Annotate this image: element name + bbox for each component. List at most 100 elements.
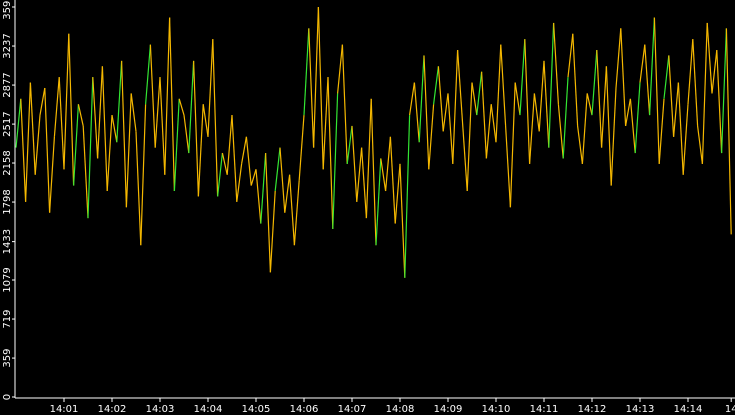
line-segment bbox=[548, 22, 555, 148]
y-tick-label: 359 bbox=[2, 349, 13, 368]
y-tick-label: 0 bbox=[2, 394, 13, 400]
y-tick-label: 3237 bbox=[2, 33, 13, 58]
x-tick-label: 14 bbox=[725, 404, 735, 415]
line-segment bbox=[466, 82, 473, 192]
line-segment bbox=[442, 93, 449, 132]
line-segment bbox=[706, 22, 713, 94]
line-segment bbox=[524, 39, 531, 164]
line-segment bbox=[207, 39, 214, 137]
line-segment bbox=[274, 147, 281, 192]
line-segment bbox=[615, 28, 622, 89]
y-tick-label: 1079 bbox=[2, 267, 13, 292]
line-segment bbox=[418, 55, 425, 143]
line-segment bbox=[423, 55, 430, 170]
y-tick-label: 1433 bbox=[2, 229, 13, 254]
line-segment bbox=[20, 98, 27, 202]
line-segment bbox=[87, 77, 94, 219]
line-segment bbox=[173, 98, 180, 192]
line-segment bbox=[226, 115, 233, 175]
line-segment bbox=[596, 50, 603, 148]
line-segment bbox=[644, 44, 651, 116]
line-segment bbox=[620, 28, 627, 126]
line-segment bbox=[514, 82, 521, 116]
line-segment bbox=[409, 82, 415, 116]
line-segment bbox=[711, 49, 718, 94]
line-segment bbox=[44, 87, 51, 213]
line-segment bbox=[673, 82, 679, 137]
line-segment bbox=[241, 136, 247, 164]
x-tick-label: 14:01 bbox=[50, 404, 79, 415]
x-tick-label: 14:13 bbox=[626, 404, 655, 415]
line-segment bbox=[130, 93, 137, 132]
line-segment bbox=[490, 104, 497, 143]
line-segment bbox=[605, 66, 612, 186]
line-segment bbox=[29, 82, 36, 175]
line-segment bbox=[140, 104, 147, 246]
x-tick-label: 14:03 bbox=[146, 404, 175, 415]
line-segment bbox=[116, 60, 123, 143]
line-segment bbox=[625, 98, 631, 127]
line-segment bbox=[49, 136, 55, 213]
line-segment bbox=[82, 125, 89, 219]
line-segment bbox=[519, 39, 526, 116]
line-segment bbox=[149, 44, 156, 148]
y-tick-label: 3597 bbox=[2, 0, 13, 20]
line-segment bbox=[279, 147, 286, 213]
line-segment bbox=[135, 131, 142, 246]
line-segment bbox=[557, 104, 564, 159]
line-segment bbox=[649, 17, 655, 116]
line-segment bbox=[610, 87, 617, 186]
line-segment bbox=[159, 77, 166, 175]
line-segment bbox=[284, 174, 291, 213]
line-segment bbox=[394, 163, 401, 224]
line-segment bbox=[668, 55, 675, 137]
line-segment bbox=[188, 60, 195, 154]
line-segment bbox=[351, 125, 358, 202]
line-segment bbox=[500, 44, 507, 126]
line-segment bbox=[447, 93, 454, 164]
line-segment bbox=[572, 33, 579, 126]
line-segment bbox=[505, 125, 511, 208]
line-segment bbox=[53, 77, 60, 137]
line-segment bbox=[404, 115, 411, 278]
y-tick-label: 719 bbox=[2, 309, 13, 328]
line-segment bbox=[471, 82, 478, 116]
line-segment bbox=[529, 93, 535, 164]
line-segment bbox=[245, 136, 252, 186]
line-segment bbox=[538, 60, 545, 132]
line-segment bbox=[255, 169, 262, 224]
line-segment bbox=[509, 82, 516, 208]
line-segment bbox=[725, 28, 732, 235]
line-segment bbox=[308, 28, 315, 148]
line-segment bbox=[317, 6, 324, 170]
x-tick-label: 14:10 bbox=[482, 404, 511, 415]
line-segment bbox=[361, 147, 367, 219]
line-segment bbox=[265, 153, 271, 273]
line-segment bbox=[495, 44, 502, 143]
line-segment bbox=[250, 169, 257, 186]
line-segment bbox=[25, 82, 31, 202]
line-segment bbox=[639, 44, 646, 83]
line-segment bbox=[39, 87, 46, 116]
line-segment bbox=[356, 147, 363, 202]
line-segment bbox=[337, 44, 343, 94]
line-segment bbox=[629, 98, 636, 154]
line-segment bbox=[197, 104, 204, 197]
line-segment bbox=[92, 77, 99, 159]
line-segment bbox=[581, 93, 588, 164]
line-segment bbox=[658, 98, 665, 164]
line-segment bbox=[485, 104, 492, 159]
line-segment bbox=[577, 125, 583, 164]
line-segment bbox=[586, 93, 593, 116]
line-segment bbox=[365, 98, 372, 219]
line-segment bbox=[289, 174, 295, 246]
line-segment bbox=[269, 190, 276, 273]
line-segment bbox=[101, 66, 108, 192]
x-tick-label: 14:09 bbox=[434, 404, 463, 415]
line-segment bbox=[481, 71, 487, 159]
x-tick-label: 14:04 bbox=[194, 404, 223, 415]
line-segment bbox=[106, 115, 113, 192]
line-segment bbox=[461, 120, 468, 192]
line-segment bbox=[145, 44, 151, 105]
